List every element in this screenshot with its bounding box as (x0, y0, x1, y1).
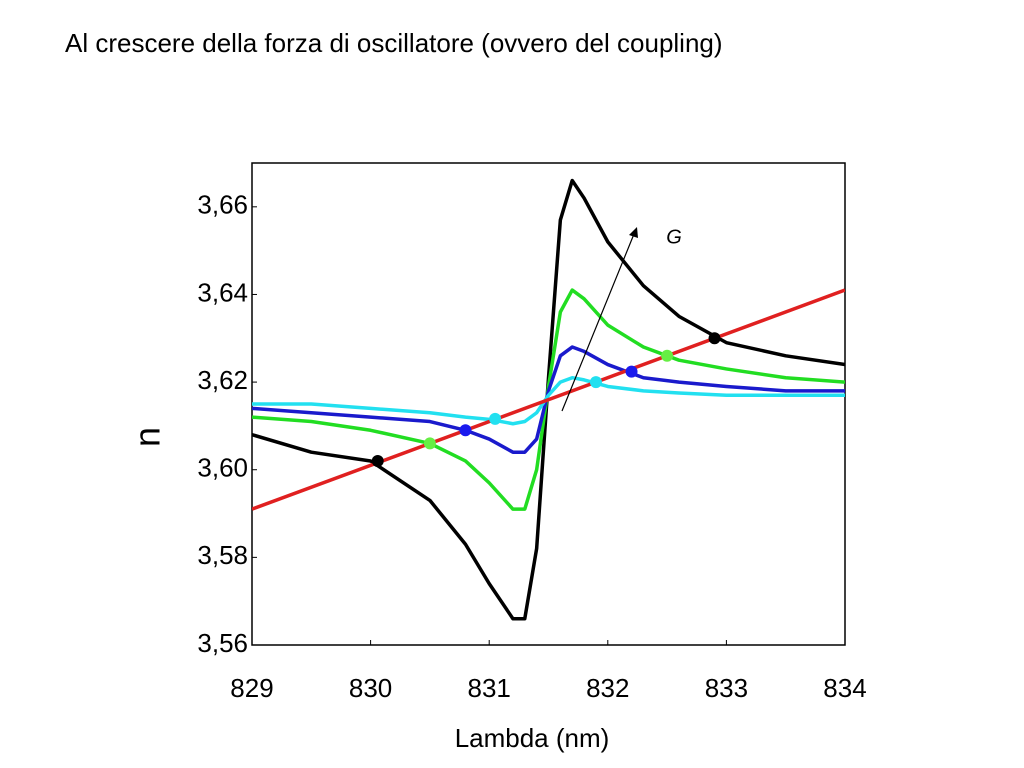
y-tick-label: 3,62 (197, 365, 248, 395)
series-line (252, 375, 845, 426)
y-tick-label: 3,60 (197, 453, 248, 483)
arrow-head (629, 227, 638, 238)
intersection-point (371, 454, 384, 467)
series-line (252, 288, 845, 511)
x-tick-label: 832 (586, 673, 629, 703)
intersection-point (661, 349, 674, 362)
plot-frame (251, 162, 846, 646)
plot-area (252, 178, 845, 621)
annotation: G (666, 226, 682, 248)
x-tick-label: 833 (705, 673, 748, 703)
intersection-point (708, 332, 721, 345)
x-tick-label: 830 (349, 673, 392, 703)
chart-title: Al crescere della forza di oscillatore (… (65, 28, 723, 58)
intersection-point (459, 424, 472, 437)
intersection-point (489, 412, 502, 425)
y-tick-label: 3,56 (197, 628, 248, 658)
y-tick-label: 3,64 (197, 277, 248, 307)
x-tick-label: 829 (230, 673, 273, 703)
y-tick-label: 3,58 (197, 540, 248, 570)
intersection-point (625, 365, 638, 378)
y-tick-label: 3,66 (197, 190, 248, 220)
x-tick-label: 834 (823, 673, 866, 703)
arrow (561, 233, 635, 412)
series-line (252, 345, 845, 454)
x-axis-label: Lambda (nm) (455, 723, 610, 753)
x-tick-label: 831 (468, 673, 511, 703)
intersection-point (589, 376, 602, 389)
y-axis-label: n (127, 427, 168, 447)
intersection-point (423, 437, 436, 450)
